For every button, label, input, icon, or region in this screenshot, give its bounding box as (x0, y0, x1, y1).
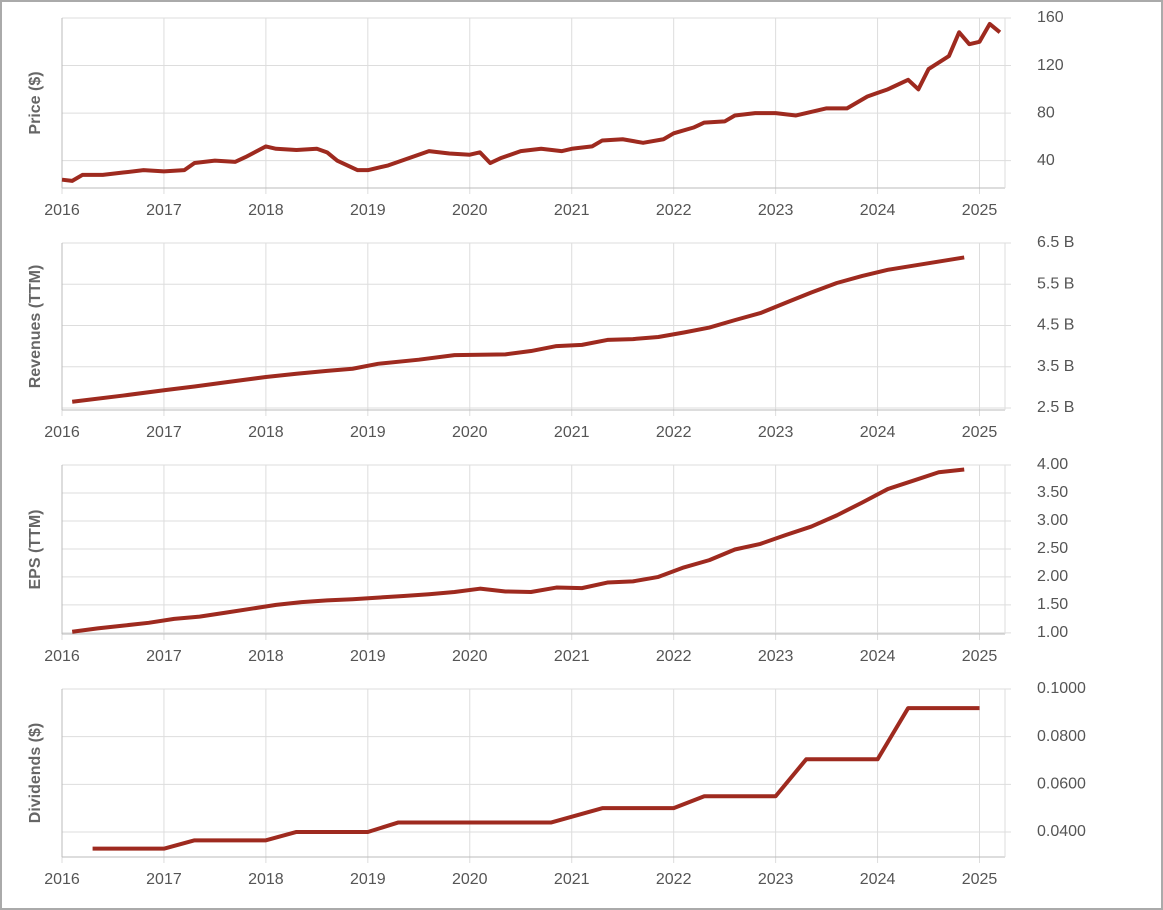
x-tick-label: 2025 (962, 648, 998, 665)
y-tick-label: 1.00 (1037, 624, 1068, 641)
x-tick-label: 2018 (248, 424, 284, 441)
y-tick-label: 120 (1037, 57, 1064, 74)
x-tick-label: 2025 (962, 424, 998, 441)
y-tick-label: 2.50 (1037, 540, 1068, 557)
y-axis-title: Price ($) (27, 71, 44, 134)
y-tick-label: 3.00 (1037, 512, 1068, 529)
x-tick-label: 2023 (758, 424, 794, 441)
x-tick-label: 2018 (248, 871, 284, 888)
x-tick-label: 2023 (758, 648, 794, 665)
y-tick-label: 5.5 B (1037, 275, 1074, 292)
y-tick-label: 3.50 (1037, 484, 1068, 501)
x-tick-label: 2016 (44, 424, 80, 441)
y-tick-label: 2.00 (1037, 568, 1068, 585)
x-tick-label: 2021 (554, 871, 590, 888)
x-tick-label: 2019 (350, 871, 386, 888)
y-tick-label: 3.5 B (1037, 358, 1074, 375)
x-tick-label: 2017 (146, 202, 182, 219)
y-axis-title: Dividends ($) (27, 723, 44, 823)
x-tick-label: 2020 (452, 424, 488, 441)
data-line (61, 21, 1002, 183)
x-tick-label: 2023 (758, 871, 794, 888)
y-tick-label: 0.0800 (1037, 728, 1086, 745)
x-tick-label: 2022 (656, 871, 692, 888)
x-tick-label: 2024 (860, 424, 896, 441)
x-tick-label: 2021 (554, 648, 590, 665)
x-tick-label: 2019 (350, 202, 386, 219)
x-tick-label: 2024 (860, 648, 896, 665)
x-tick-label: 2022 (656, 424, 692, 441)
y-tick-label: 40 (1037, 152, 1055, 169)
x-tick-label: 2020 (452, 202, 488, 219)
data-line (92, 706, 980, 851)
x-tick-label: 2017 (146, 871, 182, 888)
x-tick-label: 2022 (656, 202, 692, 219)
data-line (71, 255, 965, 404)
x-tick-label: 2025 (962, 202, 998, 219)
y-tick-label: 2.5 B (1037, 399, 1074, 416)
data-line (71, 467, 965, 634)
x-tick-label: 2024 (860, 871, 896, 888)
y-axis-title: Revenues (TTM) (27, 265, 44, 389)
x-tick-label: 2016 (44, 202, 80, 219)
x-tick-label: 2017 (146, 424, 182, 441)
y-tick-label: 0.1000 (1037, 680, 1086, 697)
x-tick-label: 2023 (758, 202, 794, 219)
x-tick-label: 2018 (248, 202, 284, 219)
x-tick-label: 2019 (350, 648, 386, 665)
x-tick-label: 2021 (554, 424, 590, 441)
x-tick-label: 2021 (554, 202, 590, 219)
x-tick-label: 2019 (350, 424, 386, 441)
x-tick-label: 2024 (860, 202, 896, 219)
x-tick-label: 2020 (452, 871, 488, 888)
x-tick-label: 2020 (452, 648, 488, 665)
y-tick-label: 6.5 B (1037, 234, 1074, 251)
x-tick-label: 2022 (656, 648, 692, 665)
y-tick-label: 4.00 (1037, 456, 1068, 473)
y-tick-label: 0.0400 (1037, 823, 1086, 840)
x-tick-label: 2016 (44, 871, 80, 888)
x-tick-label: 2016 (44, 648, 80, 665)
y-tick-label: 80 (1037, 104, 1055, 121)
y-tick-label: 0.0600 (1037, 776, 1086, 793)
y-tick-label: 160 (1037, 9, 1064, 26)
x-tick-label: 2018 (248, 648, 284, 665)
x-tick-label: 2025 (962, 871, 998, 888)
y-tick-label: 1.50 (1037, 596, 1068, 613)
y-tick-label: 4.5 B (1037, 317, 1074, 334)
x-tick-label: 2017 (146, 648, 182, 665)
y-axis-title: EPS (TTM) (27, 510, 44, 590)
